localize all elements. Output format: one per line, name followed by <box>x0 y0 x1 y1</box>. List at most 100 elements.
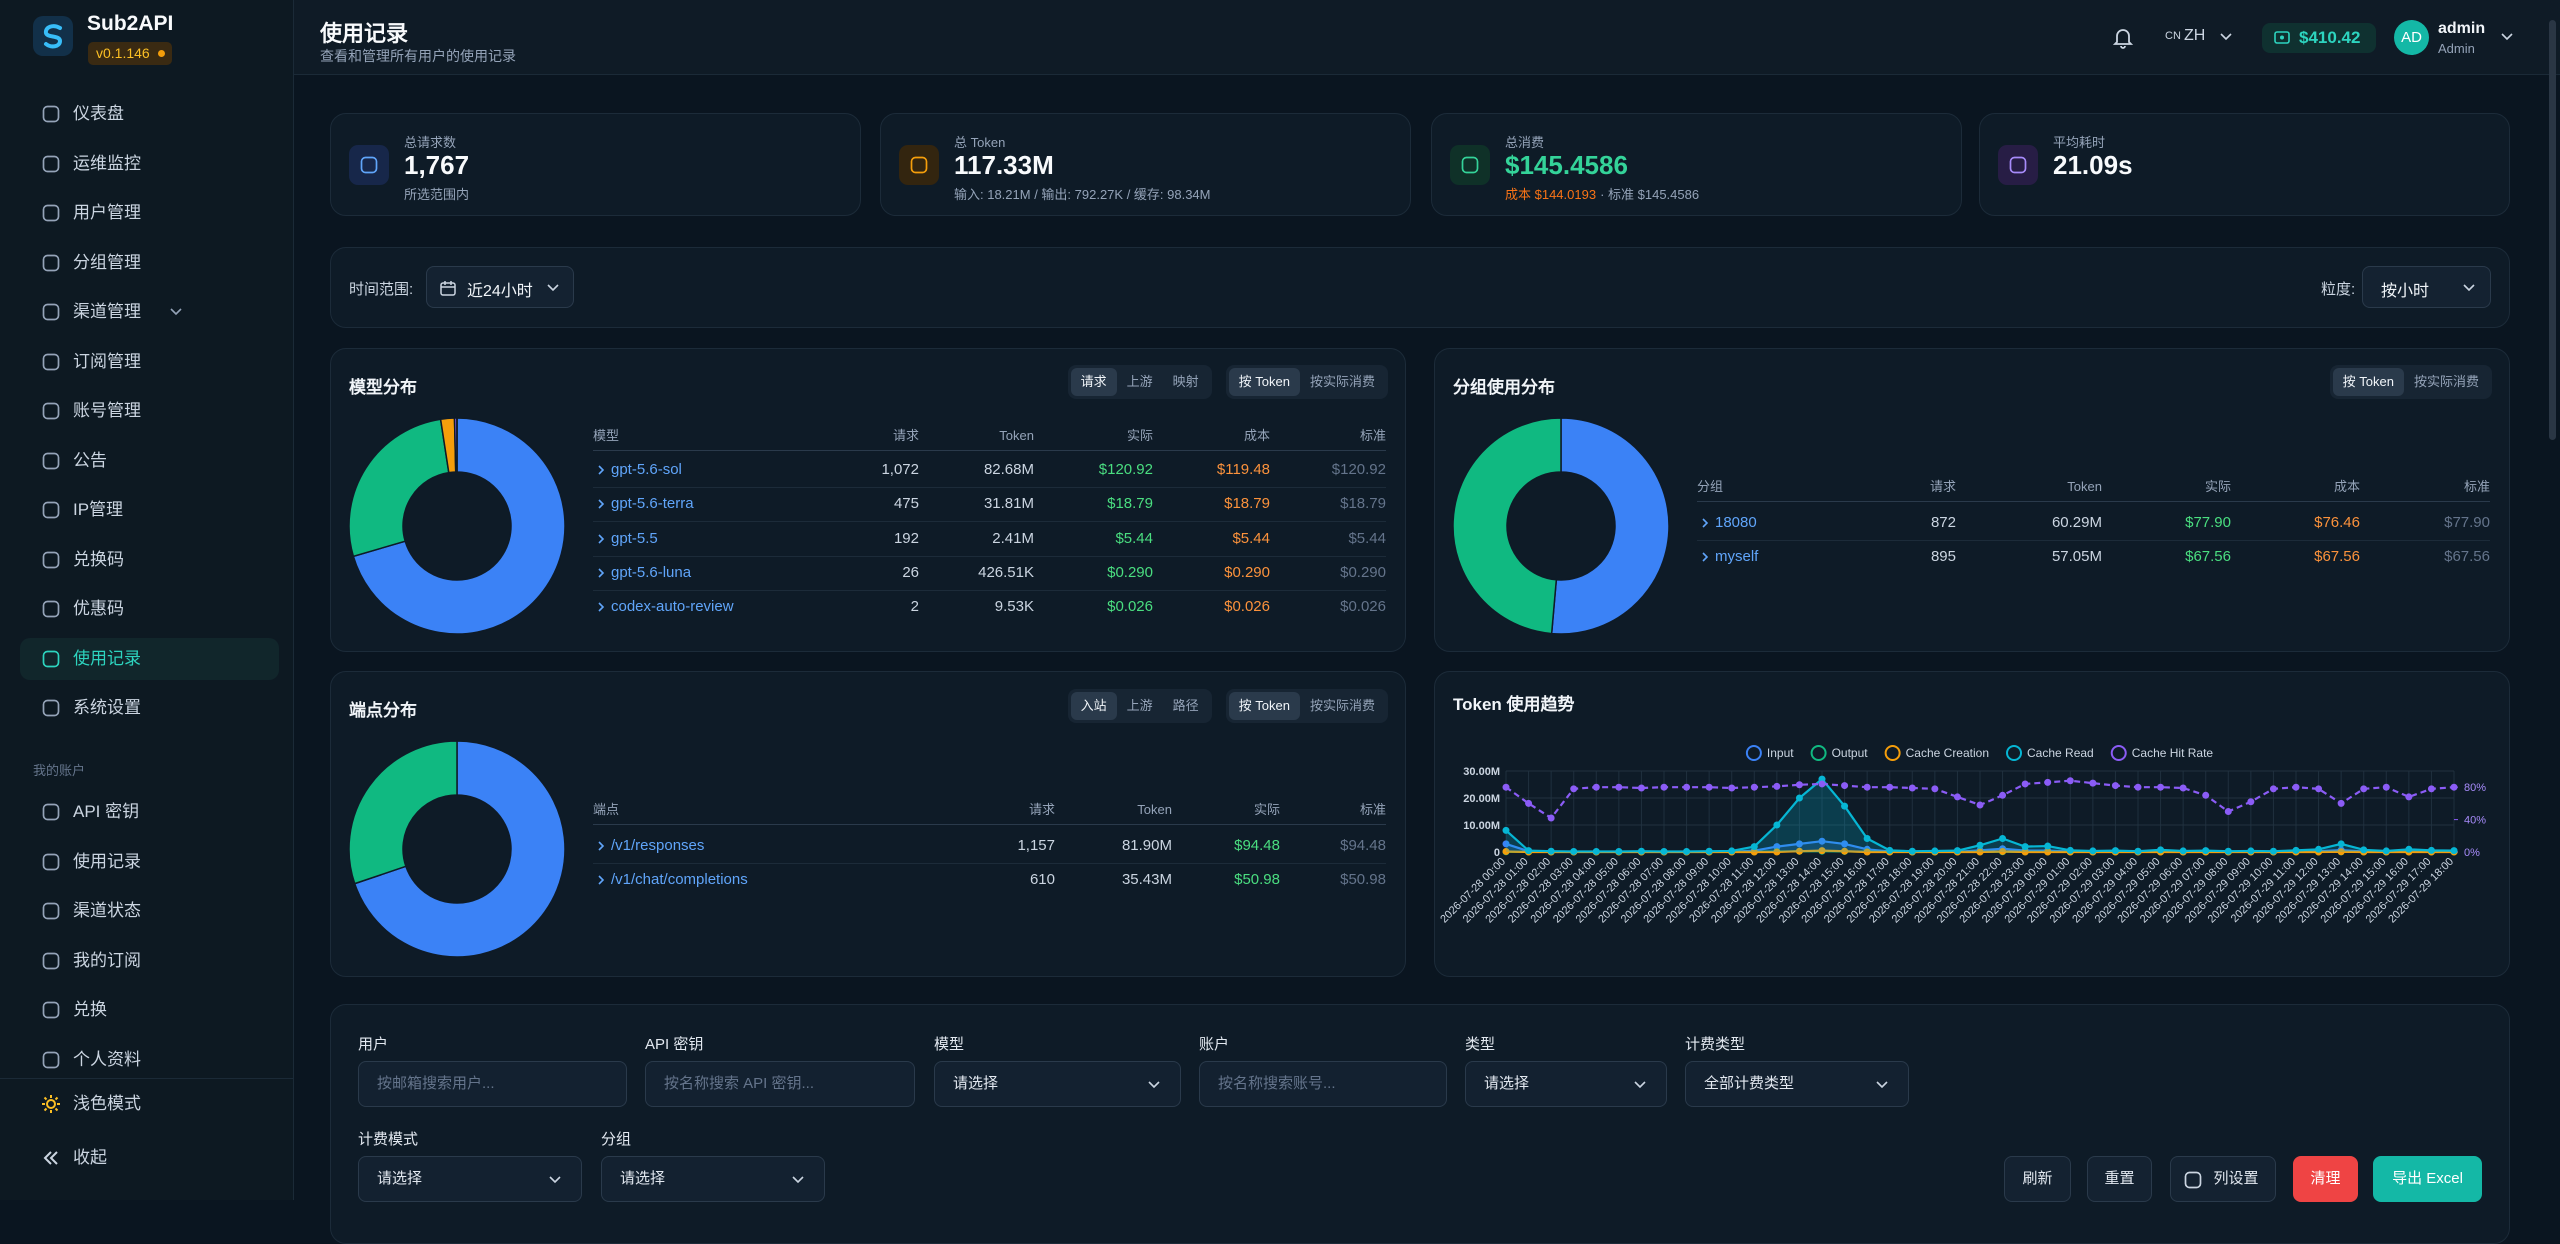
stat-label: 总请求数 <box>404 132 456 151</box>
nav-label: 仪表盘 <box>73 104 124 123</box>
action-button[interactable]: 重置 <box>2087 1156 2152 1202</box>
nav-item[interactable]: 运维监控 <box>20 143 279 185</box>
tab[interactable]: 按 Token <box>1229 692 1300 720</box>
chevron <box>1699 551 1711 563</box>
icon <box>41 352 61 372</box>
filter-select[interactable]: 请选择 <box>934 1061 1181 1107</box>
filter-select[interactable]: 请选择 <box>601 1156 825 1202</box>
action-button[interactable]: 列设置 <box>2170 1156 2276 1202</box>
nav-item[interactable]: 兑换 <box>20 989 279 1031</box>
icon-shape <box>44 1003 59 1018</box>
range-select[interactable]: 近24小时 <box>426 266 574 308</box>
nav-item[interactable]: 优惠码 <box>20 588 279 630</box>
nav-item[interactable]: 账号管理 <box>20 390 279 432</box>
filter-input[interactable]: 按名称搜索账号... <box>1199 1061 1447 1107</box>
nav-label: 渠道状态 <box>73 901 141 920</box>
icon <box>41 154 61 174</box>
tab[interactable]: 按 Token <box>2333 368 2404 396</box>
chevron <box>547 283 559 293</box>
chevron-path <box>1149 1082 1159 1087</box>
theme-toggle[interactable]: 浅色模式 <box>20 1083 279 1125</box>
nav-item[interactable]: 兑换码 <box>20 539 279 581</box>
cell: $67.56 <box>2290 546 2490 568</box>
nav-item[interactable]: 使用记录 <box>20 841 279 883</box>
icon-shape <box>44 156 59 171</box>
range-bar: 时间范围: 近24小时 粒度: 按小时 <box>330 247 2510 328</box>
chevron <box>595 874 607 886</box>
tab[interactable]: 入站 <box>1071 692 1117 720</box>
tab[interactable]: 上游 <box>1117 692 1163 720</box>
chevron <box>2463 283 2475 293</box>
wallet-icon <box>2274 31 2290 45</box>
filter-select[interactable]: 全部计费类型 <box>1685 1061 1909 1107</box>
tab[interactable]: 按实际消费 <box>1300 692 1385 720</box>
stat-sub: 成本 $144.0193 · 标准 $145.4586 <box>1505 184 1699 203</box>
nav-item[interactable]: API 密钥 <box>20 791 279 833</box>
lang[interactable]: ZH <box>2184 27 2205 45</box>
nav-item[interactable]: 用户管理 <box>20 192 279 234</box>
filter-select[interactable]: 请选择 <box>358 1156 582 1202</box>
icon <box>41 302 61 322</box>
header-rule <box>1697 501 2490 502</box>
stat-cost: 成本 $144.0193 <box>1505 187 1596 202</box>
nav-label: 运维监控 <box>73 154 141 173</box>
collapse-toggle[interactable]: 收起 <box>20 1137 279 1179</box>
nav-label: 我的订阅 <box>73 951 141 970</box>
icon <box>41 1000 61 1020</box>
nav-item[interactable]: 分组管理 <box>20 242 279 284</box>
balance[interactable]: $410.42 <box>2262 23 2376 53</box>
version-badge: v0.1.146 <box>88 42 172 65</box>
stat-sub-text: · 标准 $145.4586 <box>1600 187 1699 202</box>
nav-item[interactable]: 我的订阅 <box>20 940 279 982</box>
chevron <box>595 498 607 510</box>
nav-item[interactable]: IP管理 <box>20 489 279 531</box>
stat-icon <box>1998 145 2038 185</box>
filter-select[interactable]: 请选择 <box>1465 1061 1667 1107</box>
filter-input[interactable]: 按邮箱搜索用户... <box>358 1061 627 1107</box>
action-button[interactable]: 清理 <box>2293 1156 2358 1202</box>
tab[interactable]: 请求 <box>1071 368 1117 396</box>
nav-item[interactable]: 个人资料 <box>20 1039 279 1081</box>
bell-icon[interactable] <box>2113 27 2133 49</box>
filter-input[interactable]: 按名称搜索 API 密钥... <box>645 1061 915 1107</box>
tab[interactable]: 按实际消费 <box>1300 368 1385 396</box>
tab[interactable]: 路径 <box>1163 692 1209 720</box>
cell: codex-auto-review <box>611 596 734 618</box>
nav-item[interactable]: 系统设置 <box>20 687 279 729</box>
nav-item[interactable]: 使用记录 <box>20 638 279 680</box>
tab[interactable]: 映射 <box>1163 368 1209 396</box>
icon-shape <box>362 158 377 173</box>
action-button[interactable]: 导出 Excel <box>2373 1156 2482 1202</box>
granularity-select[interactable]: 按小时 <box>2362 266 2491 308</box>
action-button[interactable]: 刷新 <box>2004 1156 2071 1202</box>
icon <box>909 155 929 175</box>
row-rule <box>1697 540 2490 541</box>
icon <box>2008 155 2028 175</box>
header-rule <box>593 824 1386 825</box>
avatar[interactable]: AD <box>2394 20 2429 55</box>
action-label: 清理 <box>2310 1170 2340 1187</box>
nav-item[interactable]: 渠道管理 <box>20 291 279 333</box>
nav-item[interactable]: 仪表盘 <box>20 93 279 135</box>
cell: gpt-5.6-luna <box>611 562 691 584</box>
nav-item[interactable]: 渠道状态 <box>20 890 279 932</box>
tab[interactable]: 按实际消费 <box>2404 368 2489 396</box>
stat-icon <box>899 145 939 185</box>
tab-group: 入站上游路径 <box>1068 689 1212 723</box>
tab[interactable]: 上游 <box>1117 368 1163 396</box>
column-header: 标准 <box>1186 800 1386 820</box>
lang-code[interactable]: CN <box>2165 30 2181 42</box>
page-title: 使用记录 <box>320 16 408 48</box>
tab[interactable]: 按 Token <box>1229 368 1300 396</box>
stat-value: 21.09s <box>2053 150 2133 181</box>
icon <box>41 1148 61 1168</box>
nav-item[interactable]: 订阅管理 <box>20 341 279 383</box>
nav-label: 订阅管理 <box>73 352 141 371</box>
cell: /v1/chat/completions <box>611 869 748 891</box>
icon <box>41 401 61 421</box>
chevron <box>2220 32 2232 42</box>
stat-sub-text: 所选范围内 <box>404 187 469 202</box>
nav-item[interactable]: 公告 <box>20 440 279 482</box>
